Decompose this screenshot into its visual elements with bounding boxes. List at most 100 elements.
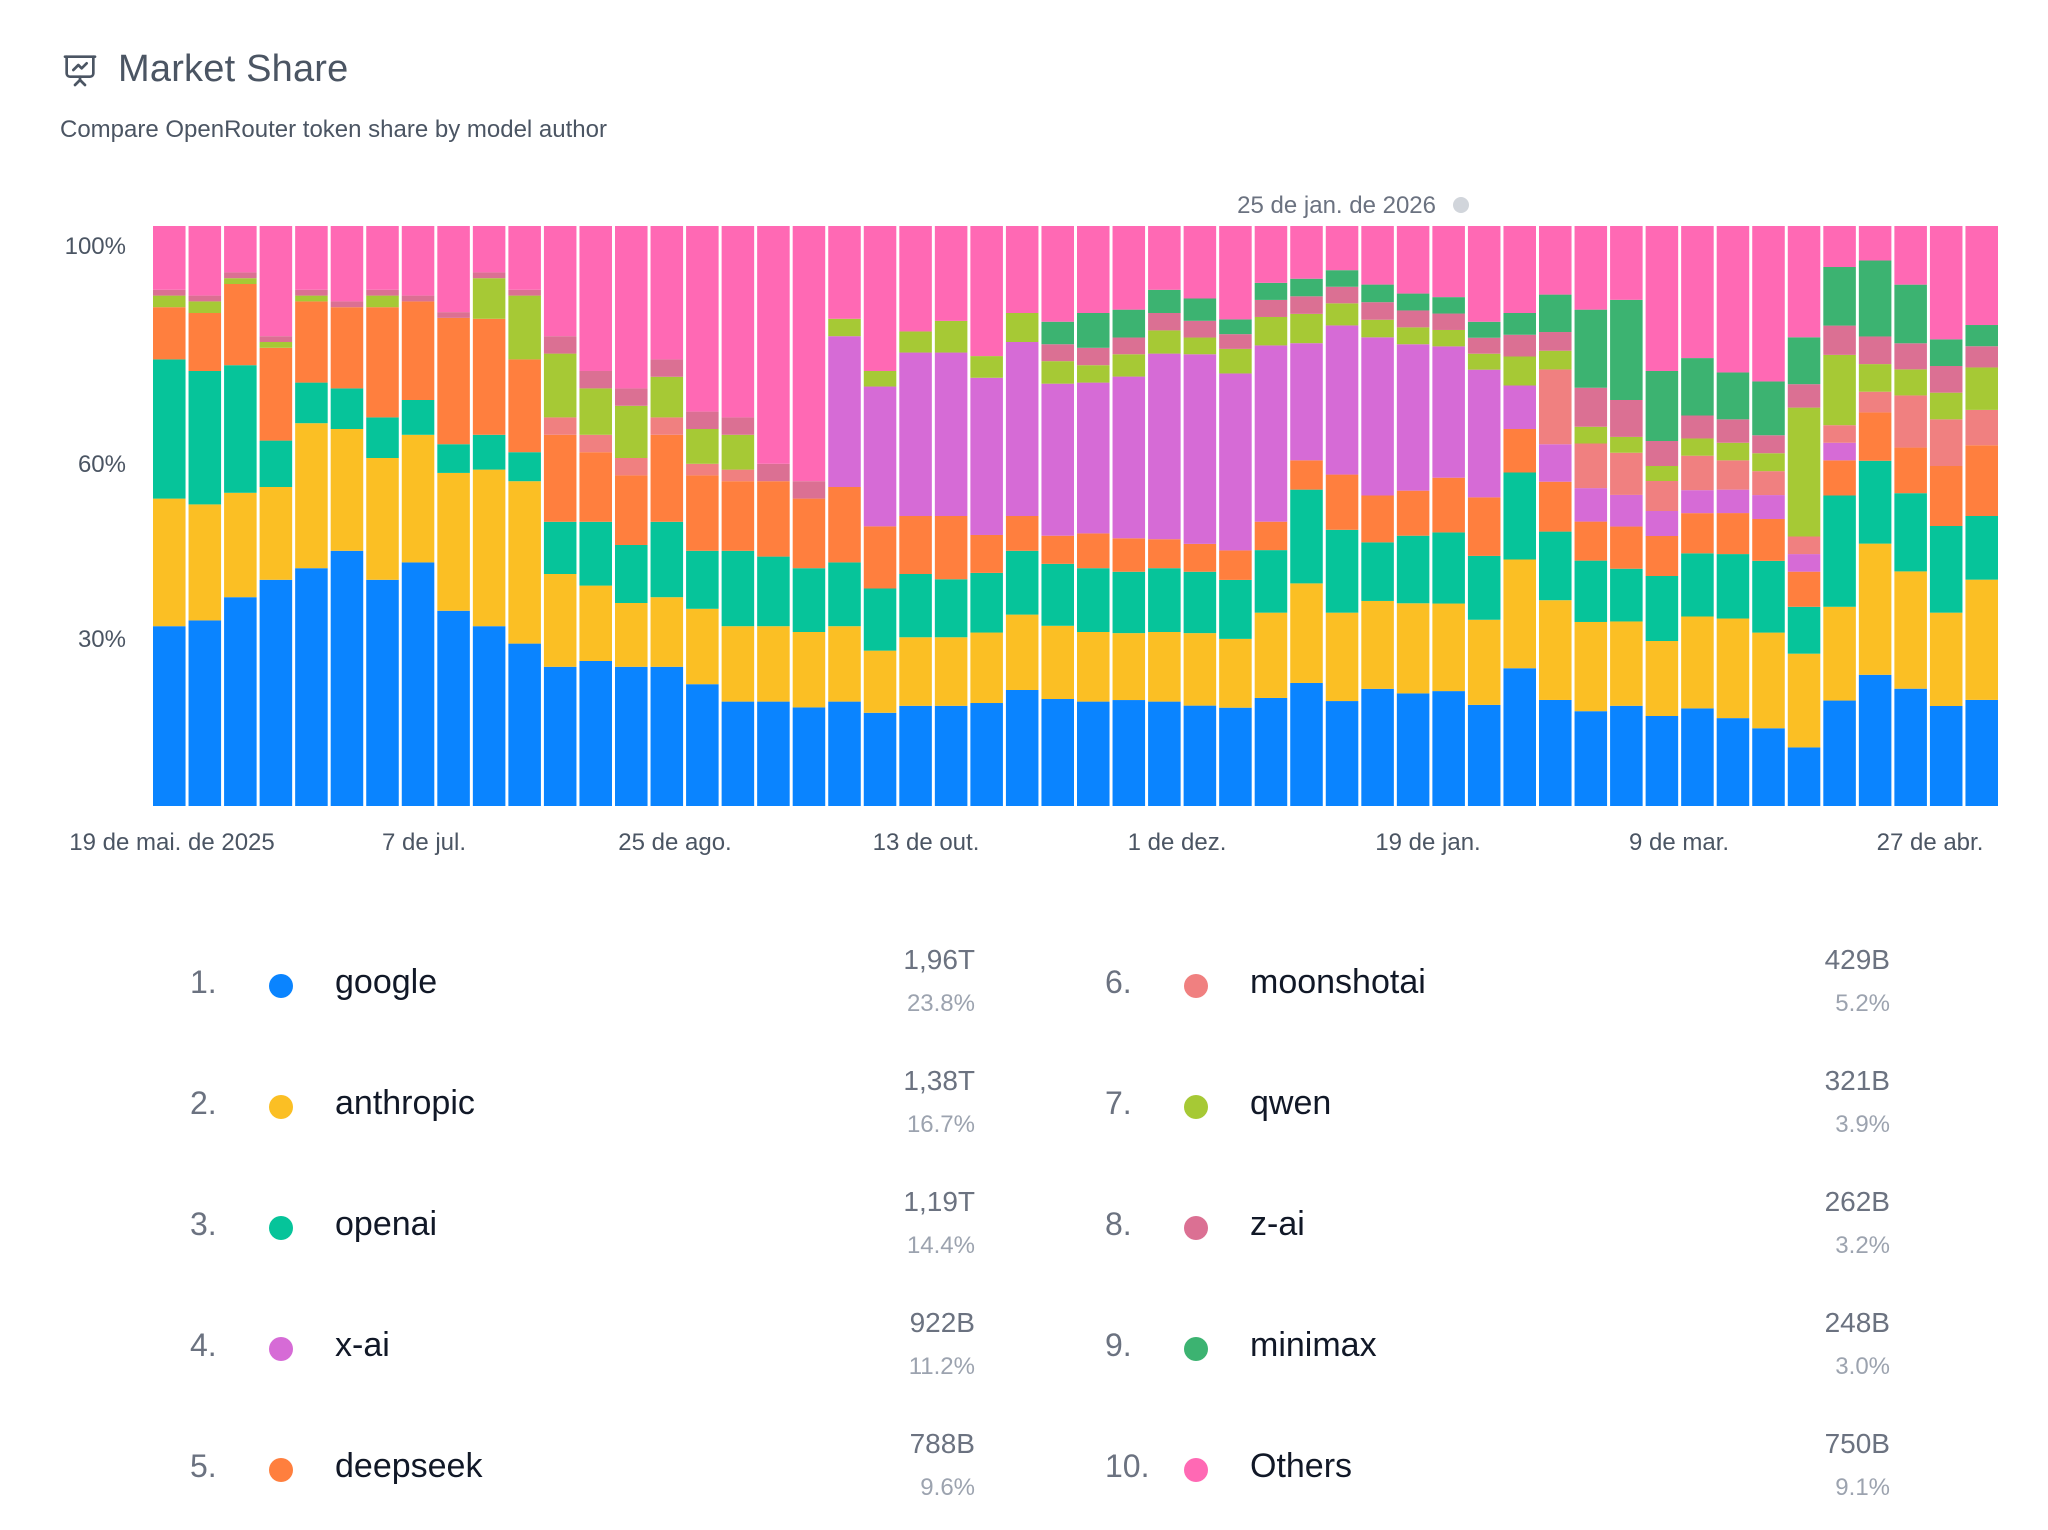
- bar-segment-google[interactable]: [1396, 693, 1430, 806]
- bar-segment-anthropic[interactable]: [1823, 606, 1856, 701]
- bar-segment-deepseek[interactable]: [188, 313, 222, 371]
- bar-segment-x-ai[interactable]: [1610, 494, 1643, 527]
- bar-segment-others[interactable]: [366, 226, 399, 290]
- bar-segment-others[interactable]: [1929, 226, 1963, 340]
- bar-segment-google[interactable]: [970, 703, 1003, 806]
- bar-segment-deepseek[interactable]: [899, 516, 932, 574]
- bar-segment-z-ai[interactable]: [615, 388, 648, 406]
- bar-segment-google[interactable]: [828, 701, 861, 806]
- bar-segment-z-ai[interactable]: [1254, 299, 1288, 317]
- bar-segment-deepseek[interactable]: [1858, 412, 1892, 461]
- bar-segment-deepseek[interactable]: [224, 284, 257, 366]
- bar-segment-anthropic[interactable]: [1929, 612, 1963, 706]
- bar-segment-google[interactable]: [1361, 688, 1394, 806]
- bar-segment-x-ai[interactable]: [1432, 346, 1465, 478]
- bar-segment-others[interactable]: [1858, 226, 1892, 261]
- bar-segment-qwen[interactable]: [1290, 313, 1323, 344]
- bar-segment-anthropic[interactable]: [188, 504, 222, 621]
- bar-segment-google[interactable]: [1894, 688, 1927, 806]
- bar-segment-anthropic[interactable]: [508, 481, 541, 644]
- bar-segment-z-ai[interactable]: [1681, 415, 1714, 439]
- bar-segment-qwen[interactable]: [1823, 354, 1856, 426]
- bar-segment-minimax[interactable]: [1965, 325, 1998, 347]
- bar-segment-anthropic[interactable]: [1112, 633, 1146, 701]
- bar-segment-moonshotai[interactable]: [1645, 481, 1679, 511]
- bar-segment-z-ai[interactable]: [508, 289, 541, 296]
- bar-segment-z-ai[interactable]: [1787, 384, 1821, 408]
- bar-segment-minimax[interactable]: [1432, 297, 1465, 314]
- bar-segment-anthropic[interactable]: [1539, 600, 1572, 700]
- bar-segment-deepseek[interactable]: [1361, 495, 1394, 543]
- bar-segment-google[interactable]: [543, 666, 577, 806]
- bar-segment-moonshotai[interactable]: [1574, 443, 1608, 489]
- bar-segment-others[interactable]: [259, 226, 293, 337]
- bar-segment-google[interactable]: [1005, 690, 1039, 806]
- bar-segment-minimax[interactable]: [1503, 313, 1536, 335]
- bar-segment-openai[interactable]: [934, 579, 968, 638]
- bar-segment-z-ai[interactable]: [1325, 286, 1359, 304]
- bar-segment-others[interactable]: [899, 226, 932, 332]
- bar-segment-openai[interactable]: [1112, 571, 1146, 634]
- bar-segment-qwen[interactable]: [1965, 367, 1998, 410]
- bar-segment-google[interactable]: [1645, 716, 1679, 806]
- bar-segment-z-ai[interactable]: [1361, 302, 1394, 320]
- bar-segment-qwen[interactable]: [188, 301, 222, 313]
- bar-segment-moonshotai[interactable]: [1610, 452, 1643, 495]
- bar-segment-moonshotai[interactable]: [650, 417, 684, 435]
- bar-segment-deepseek[interactable]: [1183, 543, 1217, 572]
- bar-segment-x-ai[interactable]: [970, 377, 1003, 535]
- bar-segment-qwen[interactable]: [970, 356, 1003, 378]
- bar-segment-openai[interactable]: [1965, 516, 1998, 580]
- bar-segment-google[interactable]: [721, 701, 755, 806]
- legend-item-anthropic[interactable]: 2. anthropic 1,38T 16.7%: [190, 1051, 975, 1141]
- bar-segment-anthropic[interactable]: [1894, 571, 1927, 689]
- bar-segment-anthropic[interactable]: [401, 434, 435, 563]
- bar-segment-z-ai[interactable]: [1894, 343, 1927, 370]
- bar-segment-google[interactable]: [934, 705, 968, 806]
- bar-segment-google[interactable]: [1823, 700, 1856, 806]
- bar-segment-z-ai[interactable]: [1219, 334, 1252, 349]
- bar-segment-others[interactable]: [1325, 226, 1359, 271]
- bar-segment-openai[interactable]: [295, 382, 328, 424]
- bar-segment-z-ai[interactable]: [579, 371, 612, 389]
- bar-segment-others[interactable]: [1290, 226, 1323, 279]
- bar-segment-openai[interactable]: [508, 452, 541, 482]
- bar-segment-minimax[interactable]: [1467, 321, 1501, 338]
- bar-segment-minimax[interactable]: [1787, 337, 1821, 385]
- bar-segment-deepseek[interactable]: [472, 318, 506, 435]
- bar-segment-openai[interactable]: [1077, 568, 1110, 632]
- bar-segment-deepseek[interactable]: [1005, 516, 1039, 551]
- bar-segment-google[interactable]: [1432, 691, 1465, 806]
- bar-segment-google[interactable]: [508, 643, 541, 806]
- bar-segment-qwen[interactable]: [934, 320, 968, 353]
- bar-segment-qwen[interactable]: [295, 295, 328, 302]
- bar-segment-x-ai[interactable]: [1361, 337, 1394, 496]
- bar-segment-moonshotai[interactable]: [1929, 419, 1963, 466]
- bar-segment-z-ai[interactable]: [1858, 336, 1892, 365]
- bar-segment-moonshotai[interactable]: [1787, 536, 1821, 555]
- bar-segment-qwen[interactable]: [1858, 364, 1892, 392]
- bar-segment-google[interactable]: [1112, 700, 1146, 806]
- bar-segment-openai[interactable]: [543, 521, 577, 574]
- bar-segment-openai[interactable]: [1219, 579, 1252, 639]
- bar-segment-google[interactable]: [366, 579, 399, 806]
- bar-segment-anthropic[interactable]: [1148, 632, 1181, 702]
- bar-segment-moonshotai[interactable]: [1752, 471, 1785, 496]
- bar-segment-google[interactable]: [1929, 706, 1963, 806]
- bar-segment-z-ai[interactable]: [1645, 441, 1679, 466]
- bar-segment-moonshotai[interactable]: [686, 463, 719, 476]
- bar-segment-z-ai[interactable]: [1041, 344, 1074, 362]
- bar-segment-deepseek[interactable]: [295, 301, 328, 383]
- bar-segment-anthropic[interactable]: [863, 650, 897, 713]
- bar-segment-google[interactable]: [863, 712, 897, 806]
- bar-segment-others[interactable]: [1965, 226, 1998, 326]
- bar-segment-others[interactable]: [1432, 226, 1465, 298]
- bar-segment-others[interactable]: [615, 226, 648, 389]
- bar-segment-z-ai[interactable]: [437, 312, 470, 318]
- bar-segment-z-ai[interactable]: [1467, 337, 1501, 354]
- bar-segment-z-ai[interactable]: [721, 417, 755, 435]
- bar-segment-others[interactable]: [330, 226, 364, 302]
- bar-segment-moonshotai[interactable]: [1894, 395, 1927, 448]
- bar-segment-z-ai[interactable]: [1077, 347, 1110, 366]
- bar-segment-others[interactable]: [721, 226, 755, 418]
